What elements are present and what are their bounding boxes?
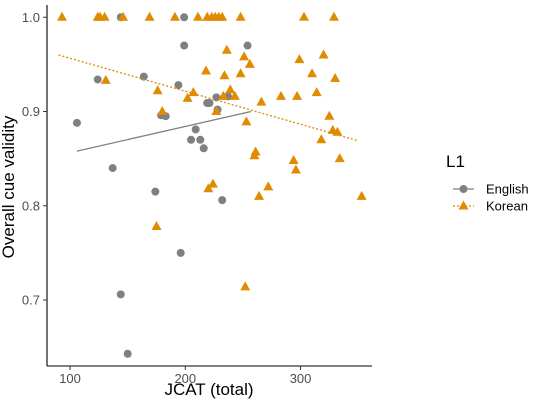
data-point-english: [176, 248, 185, 257]
data-point-korean: [144, 11, 155, 21]
x-tick-label: 100: [59, 371, 81, 386]
data-point-english: [187, 135, 196, 144]
data-point-korean: [290, 164, 301, 174]
data-point-korean: [152, 85, 163, 95]
data-point-korean: [324, 110, 335, 120]
data-point-korean: [229, 90, 240, 100]
data-point-korean: [218, 90, 229, 100]
data-point-korean: [307, 68, 318, 78]
series-korean: [56, 11, 367, 291]
data-point-english: [139, 72, 148, 81]
x-axis-title: JCAT (total): [164, 380, 253, 399]
data-point-english: [151, 187, 160, 196]
data-point-english: [196, 135, 205, 144]
data-point-korean: [99, 11, 110, 21]
data-point-english: [212, 93, 221, 102]
y-tick-label: 0.7: [22, 293, 40, 308]
data-point-korean: [275, 90, 286, 100]
x-tick-label: 200: [174, 371, 196, 386]
data-point-english: [116, 290, 125, 299]
data-point-korean: [292, 90, 303, 100]
data-point-korean: [318, 49, 329, 59]
axes: 100 200 300 0.7 0.8 0.9 1.0: [22, 5, 372, 386]
data-point-korean: [203, 183, 214, 193]
data-point-korean: [332, 126, 343, 136]
data-point-korean: [288, 155, 299, 165]
data-point-english: [218, 196, 227, 205]
data-point-english: [93, 75, 102, 84]
data-point-korean: [330, 73, 341, 83]
data-point-korean: [316, 134, 327, 144]
data-point-english: [72, 118, 81, 127]
legend-title: L1: [446, 152, 465, 171]
data-point-korean: [182, 92, 193, 102]
data-point-korean: [221, 44, 232, 54]
x-tick-label: 300: [290, 371, 312, 386]
data-point-korean: [241, 116, 252, 126]
data-point-korean: [56, 11, 67, 21]
data-point-english: [205, 99, 214, 108]
data-point-english: [108, 164, 117, 173]
data-point-korean: [188, 87, 199, 97]
y-axis-title: Overall cue validity: [0, 115, 18, 258]
series-english: [72, 13, 252, 358]
data-point-korean: [118, 11, 129, 21]
data-point-korean: [225, 84, 236, 94]
data-point-korean: [192, 11, 203, 21]
data-point-english: [243, 41, 252, 50]
data-point-korean: [207, 178, 218, 188]
y-tick-label: 0.8: [22, 198, 40, 213]
y-ticks: 0.7 0.8 0.9 1.0: [22, 10, 47, 308]
x-ticks: 100 200 300: [59, 366, 311, 386]
data-point-korean: [299, 11, 310, 21]
data-point-korean: [235, 11, 246, 21]
data-point-english: [123, 349, 132, 358]
data-point-korean: [239, 51, 250, 61]
trend-line-english: [76, 110, 252, 152]
data-point-korean: [100, 74, 111, 84]
y-tick-label: 1.0: [22, 10, 40, 25]
data-point-korean: [294, 54, 305, 64]
data-point-korean: [219, 70, 230, 80]
data-point-korean: [235, 68, 246, 78]
data-point-korean: [328, 11, 339, 21]
legend-key-korean-marker: [458, 200, 469, 210]
plot-area: [56, 11, 367, 358]
data-point-korean: [244, 58, 255, 68]
legend-label-english: English: [486, 182, 529, 197]
data-point-korean: [256, 96, 267, 106]
data-point-korean: [201, 65, 212, 75]
data-point-korean: [157, 106, 168, 116]
legend: L1 English Korean: [446, 152, 529, 214]
data-point-korean: [356, 190, 367, 200]
data-point-korean: [250, 146, 261, 156]
data-point-korean: [151, 221, 162, 231]
data-point-english: [199, 144, 208, 153]
data-point-korean: [211, 106, 222, 116]
data-point-korean: [263, 181, 274, 191]
legend-item-english: English: [453, 182, 529, 197]
data-point-korean: [169, 11, 180, 21]
legend-key-english-marker: [459, 185, 468, 193]
data-point-korean: [311, 87, 322, 97]
data-point-korean: [217, 11, 228, 21]
data-point-english: [174, 81, 183, 90]
y-tick-label: 0.9: [22, 104, 40, 119]
data-point-english: [180, 13, 189, 22]
legend-label-korean: Korean: [486, 199, 528, 214]
data-point-english: [191, 125, 200, 134]
data-point-korean: [254, 190, 265, 200]
legend-item-korean: Korean: [453, 199, 528, 214]
data-point-korean: [334, 153, 345, 163]
data-point-korean: [240, 281, 251, 291]
trend-line-korean: [58, 54, 359, 142]
data-point-english: [180, 41, 189, 50]
